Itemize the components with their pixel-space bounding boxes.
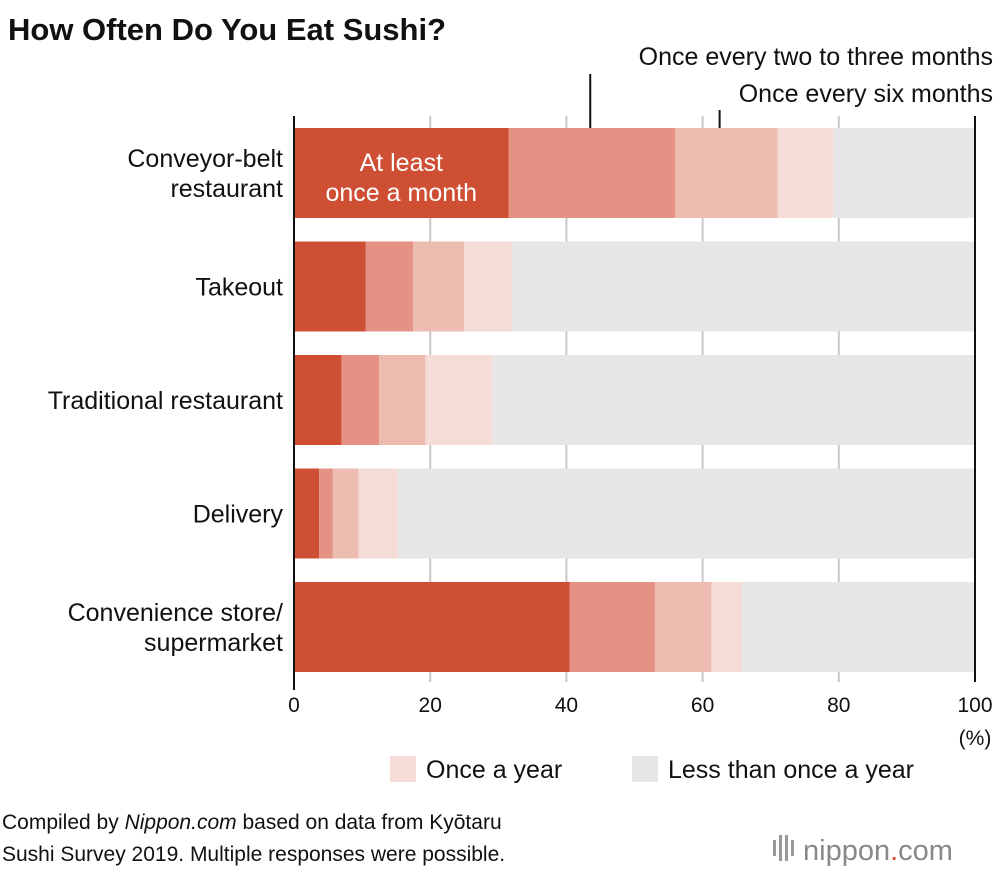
logo-mark-bar-2 xyxy=(785,835,788,861)
legend: Once a year Less than once a year xyxy=(390,756,914,784)
bar-segment-4-4 xyxy=(742,582,975,672)
bar-segment-4-1 xyxy=(569,582,655,672)
legend-label-0: Once a year xyxy=(426,756,562,784)
x-tick-20: 20 xyxy=(419,694,442,717)
bar-segment-2-2 xyxy=(379,355,426,445)
bar-segment-2-4 xyxy=(492,355,975,445)
bar-segment-3-2 xyxy=(332,468,359,559)
x-tick-100: 100 xyxy=(957,694,992,717)
bar-segment-1-4 xyxy=(511,241,975,332)
logo-text: nippon.com xyxy=(803,835,953,867)
logo-mark-bar-3 xyxy=(791,840,794,856)
bar-segment-0-3 xyxy=(777,128,834,218)
logo-mark-bar-1 xyxy=(779,835,782,861)
bars xyxy=(294,128,976,672)
bar-segment-0-2 xyxy=(675,128,778,218)
x-tick-0: 0 xyxy=(288,694,300,717)
inbar-label-line-0: At least xyxy=(360,149,443,177)
x-tick-labels: 0 20 40 60 80 100 xyxy=(288,694,992,717)
category-label-1-0: Takeout xyxy=(195,274,283,302)
callout-label-1: Once every six months xyxy=(739,80,993,108)
bar-segment-2-1 xyxy=(341,355,380,445)
logo-mark-bar-0 xyxy=(773,840,776,856)
bar-segment-3-3 xyxy=(358,468,398,559)
bar-segment-2-0 xyxy=(294,355,342,445)
legend-swatch-1 xyxy=(632,756,658,782)
category-label-0-0: Conveyor-belt xyxy=(127,145,283,173)
unit-label: (%) xyxy=(959,727,992,750)
bar-segment-1-3 xyxy=(464,241,512,332)
x-tick-60: 60 xyxy=(691,694,714,717)
x-tick-80: 80 xyxy=(827,694,850,717)
bar-segment-1-0 xyxy=(294,241,366,332)
bar-segment-4-2 xyxy=(654,582,712,672)
source-line-1: Compiled by Nippon.com based on data fro… xyxy=(2,811,502,834)
bar-segment-0-0 xyxy=(294,128,509,218)
bar-segment-2-3 xyxy=(425,355,493,445)
bar-segment-0-4 xyxy=(833,128,975,218)
category-label-4-1: supermarket xyxy=(144,629,283,657)
bar-segment-4-0 xyxy=(294,582,570,672)
category-label-4-0: Convenience store/ xyxy=(68,599,283,627)
bar-segment-1-1 xyxy=(365,241,414,332)
callout-label-0: Once every two to three months xyxy=(639,43,993,71)
x-tick-40: 40 xyxy=(555,694,578,717)
nippon-logo: nippon.com xyxy=(773,835,953,867)
bar-segment-3-0 xyxy=(294,468,320,559)
bar-segment-1-2 xyxy=(413,241,465,332)
callouts: Once every two to three months Once every… xyxy=(589,43,993,128)
category-label-3-0: Delivery xyxy=(193,501,284,529)
bar-segment-0-1 xyxy=(508,128,676,218)
source-line-2: Sushi Survey 2019. Multiple responses we… xyxy=(2,843,505,866)
bar-segment-4-3 xyxy=(711,582,743,672)
chart-title: How Often Do You Eat Sushi? xyxy=(8,12,446,47)
legend-swatch-0 xyxy=(390,756,416,782)
bar-segment-3-4 xyxy=(397,468,976,559)
axes xyxy=(293,116,976,690)
legend-label-1: Less than once a year xyxy=(668,756,914,784)
inbar-label-line-1: once a month xyxy=(326,179,478,207)
source-note: Compiled by Nippon.com based on data fro… xyxy=(2,811,505,866)
category-label-2-0: Traditional restaurant xyxy=(48,387,283,415)
bar-segment-3-1 xyxy=(319,468,333,559)
category-label-0-1: restaurant xyxy=(170,175,283,203)
